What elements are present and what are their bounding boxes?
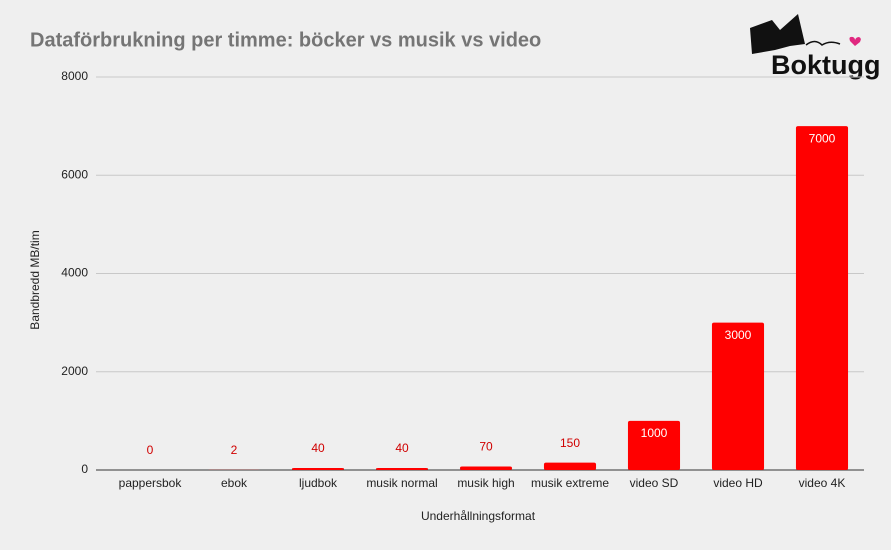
data-label: 2 bbox=[231, 443, 238, 457]
x-tick-label: pappersbok bbox=[119, 476, 183, 490]
x-axis-label: Underhållningsformat bbox=[421, 509, 536, 523]
logo-text: Boktugg bbox=[771, 50, 880, 80]
x-tick-label: video 4K bbox=[799, 476, 846, 490]
x-tick-label: video SD bbox=[630, 476, 679, 490]
y-tick-label: 6000 bbox=[61, 167, 88, 181]
data-label: 150 bbox=[560, 436, 580, 450]
x-tick-label: ebok bbox=[221, 476, 248, 490]
bar bbox=[459, 466, 513, 470]
bar bbox=[627, 420, 681, 470]
x-tick-label: musik normal bbox=[366, 476, 437, 490]
bar bbox=[543, 462, 597, 470]
y-tick-label: 8000 bbox=[61, 69, 88, 83]
x-tick-label: musik extreme bbox=[531, 476, 609, 490]
data-label: 1000 bbox=[641, 426, 668, 440]
data-label: 70 bbox=[479, 440, 493, 454]
data-label: 7000 bbox=[809, 131, 836, 145]
data-label: 40 bbox=[311, 441, 325, 455]
x-tick-label: ljudbok bbox=[299, 476, 338, 490]
y-axis-label: Bandbredd MB/tim bbox=[28, 230, 42, 329]
bar bbox=[711, 322, 765, 470]
data-label: 0 bbox=[147, 443, 154, 457]
logo-line bbox=[805, 40, 841, 46]
x-tick-label: musik high bbox=[457, 476, 514, 490]
logo-heart bbox=[849, 36, 861, 46]
bar bbox=[375, 468, 429, 470]
logo-book bbox=[750, 14, 805, 54]
x-tick-label: video HD bbox=[713, 476, 763, 490]
data-label: 40 bbox=[395, 441, 409, 455]
bar bbox=[291, 468, 345, 470]
y-tick-label: 2000 bbox=[61, 364, 88, 378]
bar bbox=[795, 126, 849, 470]
y-tick-label: 4000 bbox=[61, 266, 88, 280]
data-label: 3000 bbox=[725, 328, 752, 342]
chart-title: Dataförbrukning per timme: böcker vs mus… bbox=[30, 29, 541, 51]
y-tick-label: 0 bbox=[81, 462, 88, 476]
logo: Boktugg bbox=[750, 14, 880, 80]
